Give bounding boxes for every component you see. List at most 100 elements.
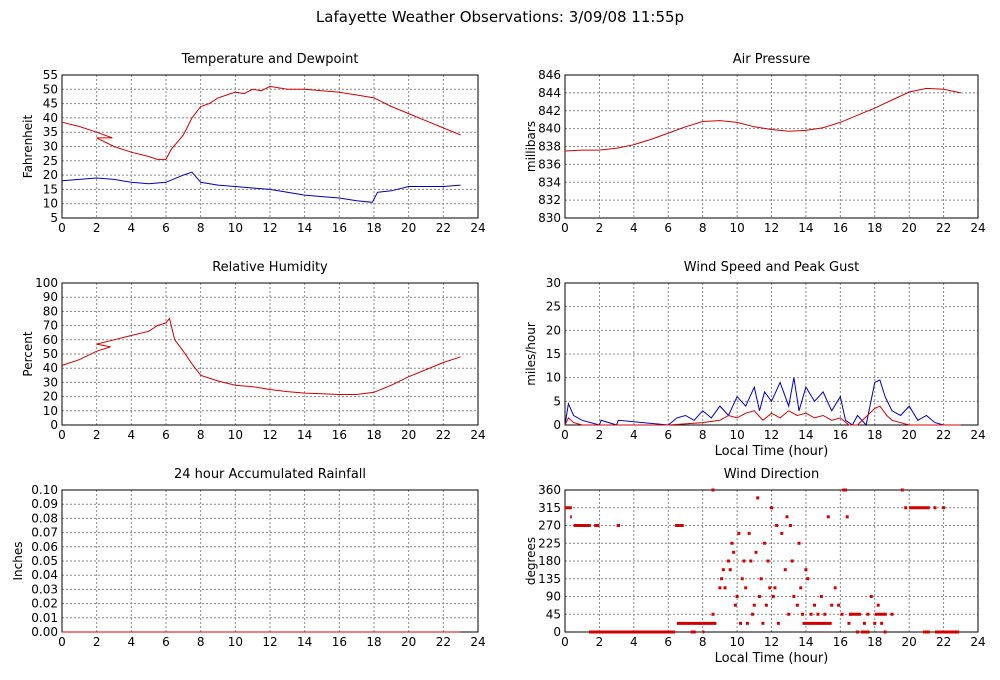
temp-x-tick-label: 18	[366, 221, 381, 235]
wind-y-tick-label: 10	[546, 371, 561, 385]
wind-x-tick-label: 2	[596, 428, 604, 442]
winddir-direction-point	[721, 568, 725, 572]
winddir-direction-point	[804, 568, 808, 572]
rain-x-tick-label: 4	[128, 635, 136, 649]
winddir-direction-point	[711, 488, 715, 492]
winddir-direction-point	[775, 524, 779, 527]
rain-x-tick-label: 22	[436, 635, 451, 649]
pressure-x-tick-label: 8	[699, 221, 707, 235]
winddir-title: Wind Direction	[724, 467, 820, 482]
wind-x-tick-label: 8	[699, 428, 707, 442]
rain-y-tick-label: 0.08	[31, 511, 58, 525]
pressure-y-tick-label: 840	[538, 122, 561, 136]
winddir-direction-point	[744, 586, 748, 590]
winddir-y-tick-label: 360	[538, 483, 561, 497]
temp-y-tick-label: 25	[43, 154, 58, 168]
temp-series-2-line	[61, 171, 461, 203]
wind-y-tick-label: 0	[553, 418, 561, 432]
winddir-direction-point	[745, 621, 749, 625]
winddir-y-axis-label: degrees	[524, 537, 538, 585]
pressure-y-tick-label: 842	[538, 104, 561, 118]
winddir-direction-point	[890, 612, 894, 616]
winddir-direction-point	[718, 586, 722, 590]
winddir-direction-point	[752, 603, 756, 607]
winddir-direction-point	[862, 621, 866, 625]
temp-x-tick-label: 10	[228, 221, 243, 235]
winddir-direction-point	[843, 488, 847, 492]
winddir-direction-point	[740, 577, 744, 581]
temp-y-tick-label: 40	[43, 111, 58, 125]
winddir-direction-point	[809, 612, 813, 616]
winddir-direction-point	[732, 550, 736, 554]
wind-x-tick-label: 6	[664, 428, 672, 442]
winddir-direction-point	[733, 603, 737, 607]
rain-title: 24 hour Accumulated Rainfall	[174, 467, 366, 482]
winddir-direction-point	[787, 612, 791, 616]
wind-y-tick-label: 30	[546, 276, 561, 290]
rain-y-tick-label: 0.03	[31, 582, 58, 596]
pressure-y-axis-label: millibars	[524, 121, 538, 172]
wind-y-tick-label: 25	[546, 300, 561, 314]
winddir-y-tick-label: 225	[538, 536, 561, 550]
humidity-y-tick-label: 70	[43, 319, 58, 333]
winddir-y-tick-label: 315	[538, 501, 561, 515]
humidity-x-tick-label: 12	[262, 428, 277, 442]
winddir-direction-point	[876, 603, 880, 607]
winddir-direction-point	[883, 630, 887, 634]
winddir-direction-point	[771, 595, 775, 598]
winddir-direction-point	[768, 586, 772, 590]
rain-x-tick-label: 0	[58, 635, 66, 649]
winddir-direction-point	[837, 603, 841, 607]
winddir-direction-point	[742, 559, 746, 563]
temp-x-tick-label: 24	[470, 221, 485, 235]
temp-y-tick-label: 55	[43, 68, 58, 82]
temp-title: Temperature and Dewpoint	[181, 52, 359, 67]
temp-x-tick-label: 22	[436, 221, 451, 235]
temp-x-tick-label: 4	[128, 221, 136, 235]
winddir-direction-point	[845, 515, 849, 519]
winddir-y-tick-label: 270	[538, 519, 561, 533]
wind-x-axis-label: Local Time (hour)	[715, 444, 829, 459]
winddir-direction-point	[761, 621, 765, 625]
winddir-direction-point	[764, 603, 768, 607]
rain-x-tick-label: 8	[197, 635, 205, 649]
winddir-direction-point	[749, 559, 753, 563]
temp-y-axis-label: Fahrenheit	[21, 114, 35, 178]
humidity-x-tick-label: 0	[58, 428, 66, 442]
humidity-y-tick-label: 0	[50, 418, 58, 432]
humidity-y-tick-label: 50	[43, 347, 58, 361]
temp-y-tick-label: 35	[43, 125, 58, 139]
wind-y-tick-label: 20	[546, 323, 561, 337]
winddir-y-tick-label: 135	[538, 572, 561, 586]
winddir-x-tick-label: 12	[764, 635, 779, 649]
winddir-direction-point	[711, 612, 715, 616]
winddir-direction-point	[735, 595, 739, 598]
wind-series-2-line	[564, 405, 961, 426]
temp-x-tick-label: 16	[332, 221, 347, 235]
pressure-x-tick-label: 0	[561, 221, 569, 235]
winddir-x-tick-label: 24	[970, 635, 985, 649]
rain-y-tick-label: 0.00	[31, 625, 58, 639]
temp-x-tick-label: 12	[262, 221, 277, 235]
temp-y-tick-label: 5	[50, 211, 58, 225]
winddir-direction-point	[904, 506, 908, 510]
winddir-direction-point	[880, 621, 884, 625]
pressure-x-tick-label: 16	[833, 221, 848, 235]
winddir-direction-point	[788, 524, 792, 527]
wind-y-axis-label: miles/hour	[524, 322, 538, 386]
temp-y-tick-label: 15	[43, 182, 58, 196]
winddir-direction-point	[847, 621, 851, 625]
rain-x-tick-label: 16	[332, 635, 347, 649]
winddir-direction-point	[819, 595, 823, 598]
humidity-series-1-line	[61, 317, 461, 395]
temp-y-tick-label: 50	[43, 82, 58, 96]
winddir-x-tick-label: 22	[936, 635, 951, 649]
rain-x-tick-label: 12	[262, 635, 277, 649]
winddir-direction-point	[813, 603, 817, 607]
rain-y-tick-label: 0.05	[31, 554, 58, 568]
pressure-plot-frame	[564, 74, 979, 219]
winddir-direction-point	[759, 577, 763, 581]
